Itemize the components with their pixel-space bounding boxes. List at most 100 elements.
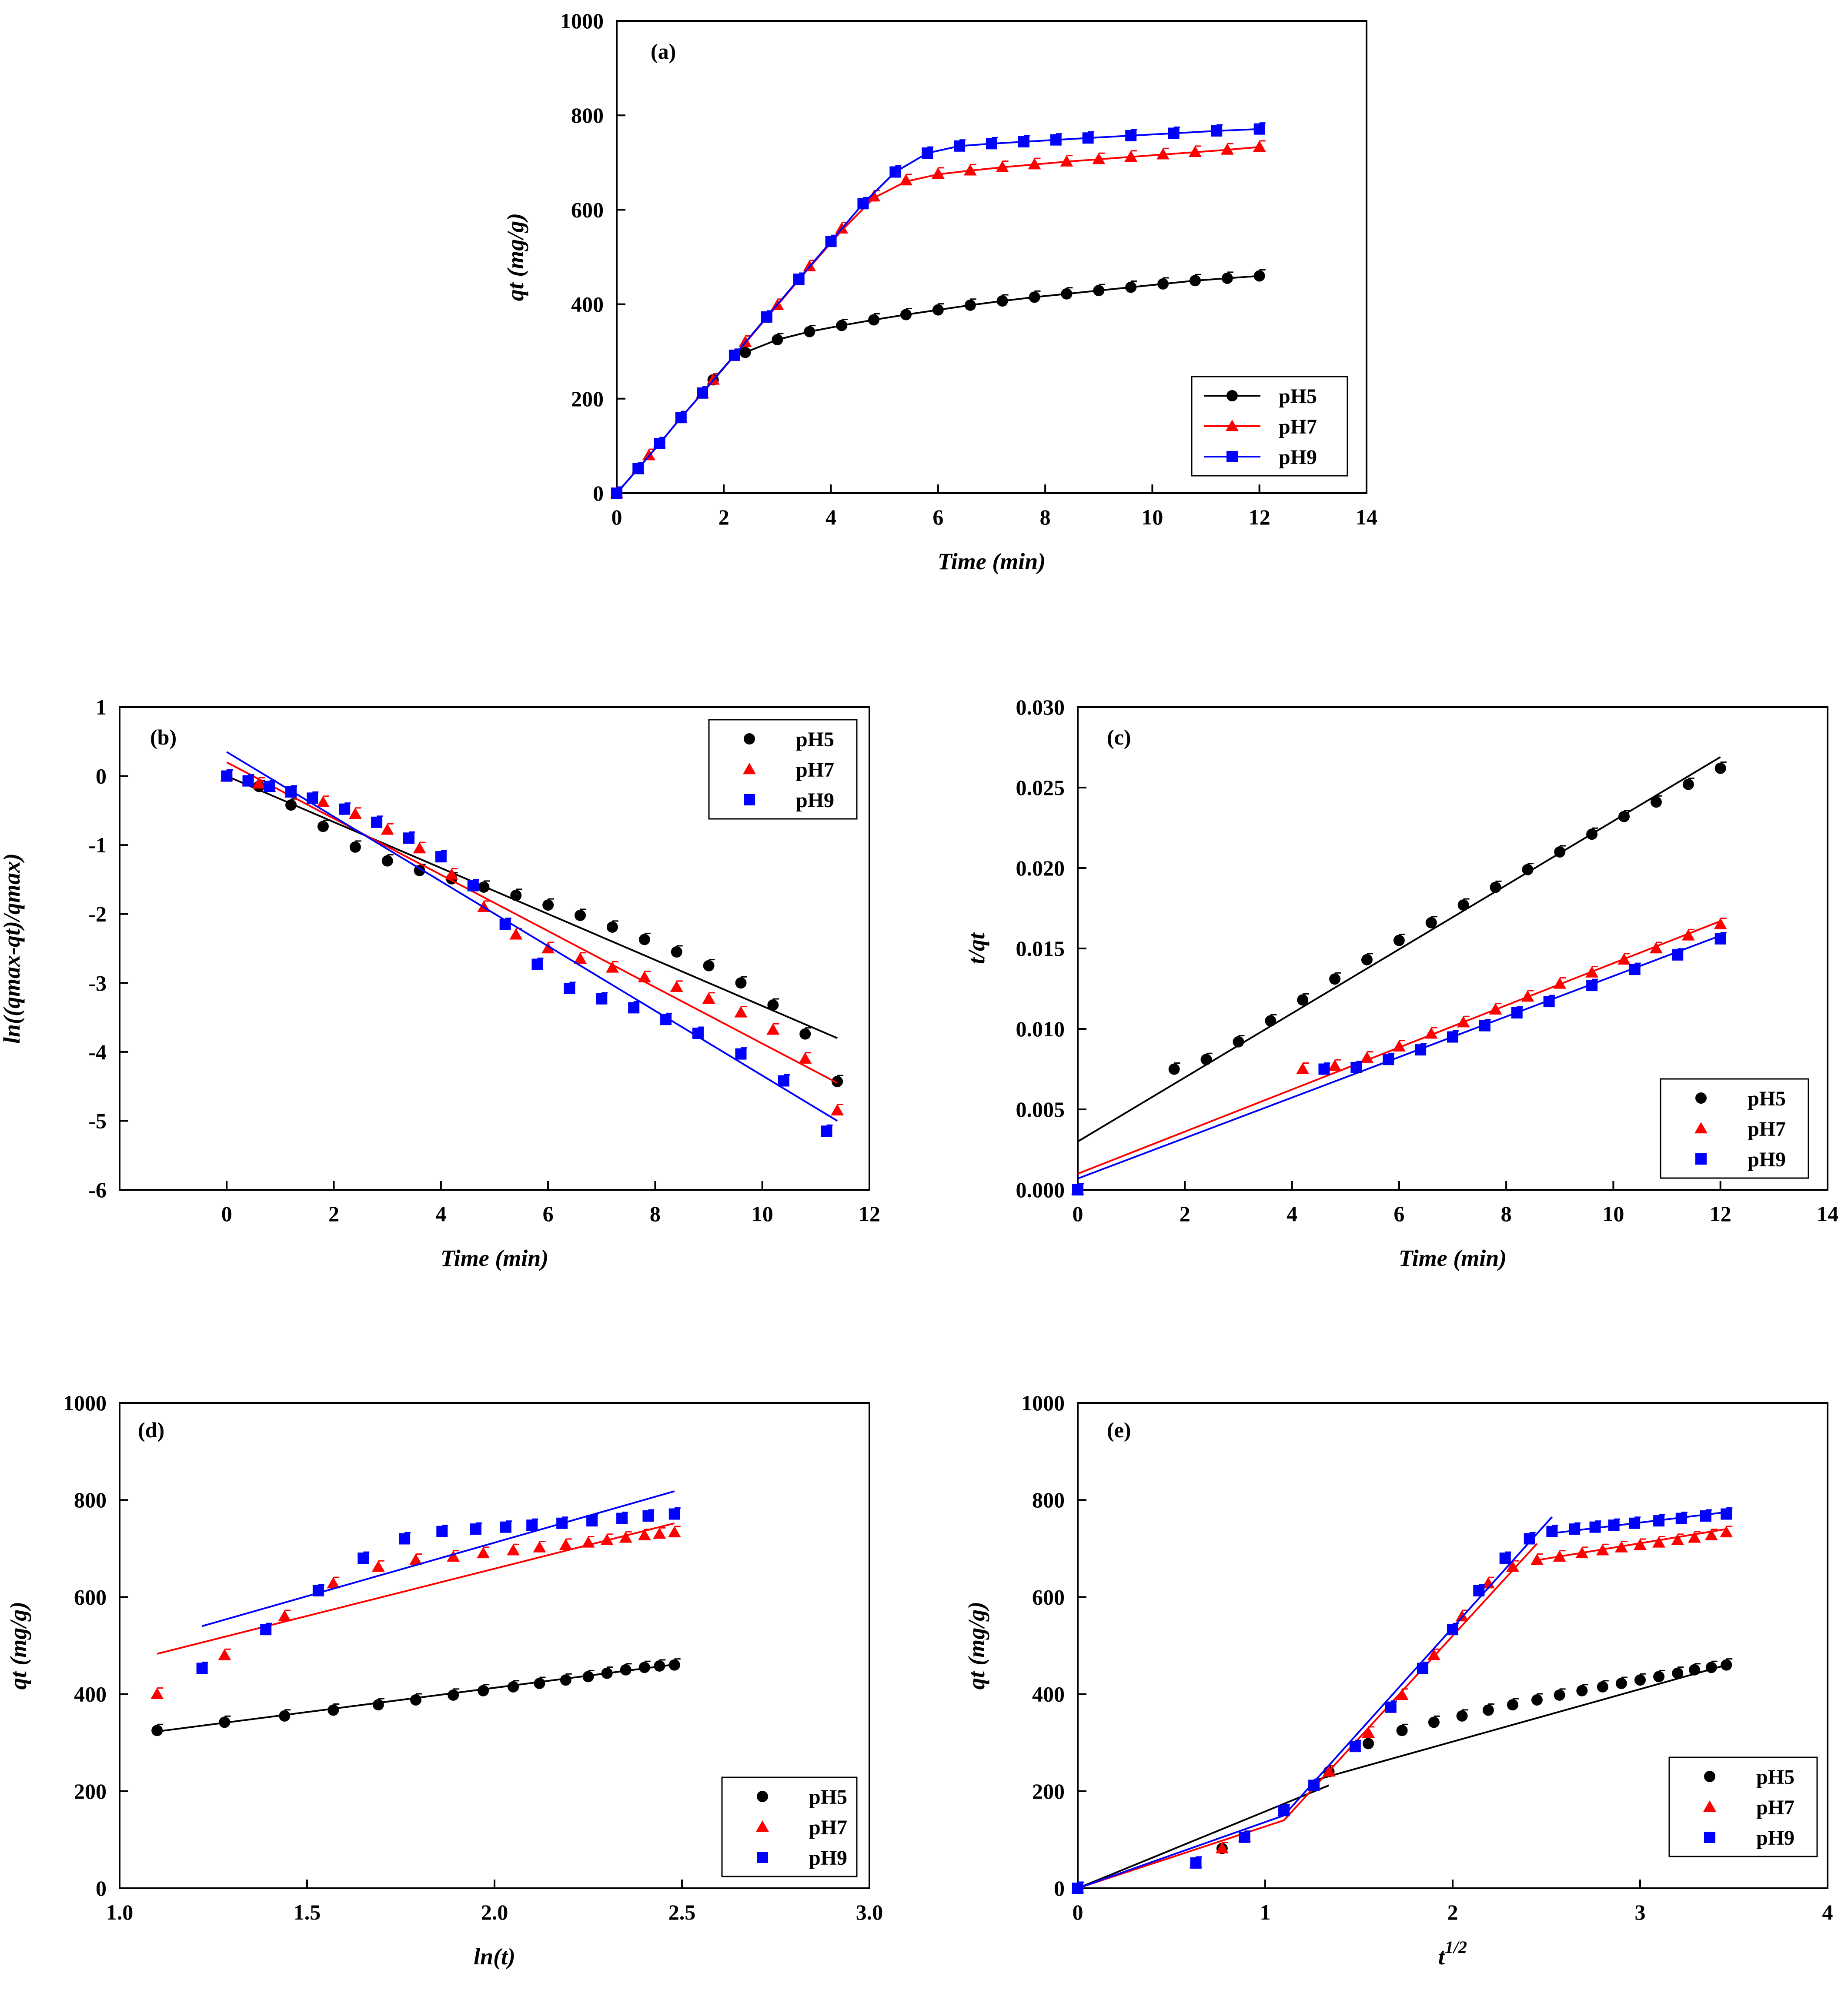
- panel-a-series-ph5-point: [1253, 270, 1265, 282]
- panel-d-legend-ph5-label: pH5: [809, 1786, 847, 1809]
- panel-c-series-ph7-point: [1681, 929, 1695, 941]
- panel-e-series-ph5-point: [1554, 1689, 1565, 1701]
- panel-b-xtick-label: 6: [543, 1202, 554, 1226]
- panel-b-series-ph5-point: [575, 909, 586, 921]
- panel-a-series-ph5-point: [772, 334, 783, 346]
- panel-d-ylabel: qt (mg/g): [5, 1602, 31, 1689]
- panel-e-series-ph9-point: [1278, 1805, 1290, 1816]
- panel-b-series-ph9-point: [499, 918, 511, 930]
- panel-e-series-ph7-point: [1455, 1610, 1469, 1622]
- panel-d-series-ph5-point: [668, 1659, 680, 1671]
- panel-e-series-ph5-point: [1396, 1725, 1408, 1736]
- panel-d-series-ph7-point: [278, 1610, 291, 1622]
- panel-a-series-ph9-point: [954, 140, 966, 152]
- panel-c-series-ph5-point: [1457, 899, 1469, 911]
- panel-c-series-ph7-point: [1392, 1040, 1406, 1052]
- panel-a-ytick-label: 400: [571, 292, 604, 317]
- panel-d-legend-ph5-marker: [757, 1791, 768, 1802]
- panel-e-series-ph5-point: [1705, 1662, 1717, 1673]
- panel-b-series-ph7-point: [638, 971, 651, 982]
- panel-a-series-ph7-point: [963, 164, 977, 176]
- panel-b-xtick-label: 12: [859, 1202, 880, 1226]
- panel-b-series-ph9-point: [692, 1028, 704, 1039]
- panel-a-xtick-label: 14: [1356, 505, 1377, 529]
- panel-c-series-ph5-point: [1393, 935, 1405, 946]
- panel-a-series-ph7-point: [1124, 150, 1138, 162]
- panel-e-series-ph5-point: [1456, 1710, 1468, 1722]
- panel-a-series-ph5-point: [900, 309, 912, 321]
- panel-c-series-ph9-point: [1383, 1054, 1394, 1065]
- panel-d-series-ph9-point: [470, 1523, 481, 1535]
- panel-e-series-ph9-point: [1608, 1519, 1620, 1531]
- panel-a-series-ph7-point: [1253, 140, 1266, 152]
- panel-a-series-ph7-point: [996, 160, 1009, 172]
- panel-e-series-ph9-point: [1546, 1526, 1558, 1537]
- panel-e-xtick-label: 1: [1260, 1900, 1271, 1924]
- panel-e-series-ph5-point: [1672, 1667, 1684, 1679]
- panel-d-series-ph7-point: [447, 1550, 460, 1562]
- panel-c-label: (c): [1107, 725, 1131, 749]
- panel-a-series-ph9-point: [761, 311, 772, 323]
- panel-a-series-ph9-point: [1082, 132, 1094, 144]
- panel-d-series-ph9-point: [436, 1526, 448, 1537]
- panel-e-series-ph5-point: [1615, 1678, 1627, 1689]
- panel-e-series-ph5-point: [1531, 1694, 1543, 1706]
- panel-a-series-ph7-point: [867, 190, 881, 202]
- panel-b-series-ph5-point: [703, 960, 715, 972]
- panel-c-series-ph7-point: [1489, 1003, 1502, 1015]
- panel-c-series-ph5-point: [1233, 1036, 1244, 1048]
- panel-c-series-ph5-point: [1200, 1054, 1212, 1065]
- panel-c-series-ph9-point: [1672, 949, 1684, 961]
- panel-a-series-ph5-point: [836, 320, 848, 331]
- panel-d-series-ph7-point: [638, 1529, 651, 1540]
- panel-c-series-ph7-point: [1649, 942, 1663, 954]
- panel-a-series-ph9-point: [729, 349, 740, 361]
- panel-e-series-ph5-point: [1428, 1716, 1440, 1728]
- panel-e-series-ph9-point: [1385, 1701, 1397, 1713]
- panel-b-legend-ph7-marker: [743, 763, 756, 775]
- panel-c-ytick-label: 0.010: [1016, 1017, 1065, 1041]
- panel-a-series-ph7-point: [1028, 158, 1041, 170]
- panel-a-series-ph5-point: [1157, 278, 1169, 290]
- panel-e-series-ph7-point: [1720, 1526, 1733, 1538]
- panel-a-series-ph9-point: [654, 437, 665, 449]
- panel-c-series-ph5-point: [1297, 994, 1309, 1006]
- panel-e-xlabel-superscript: 1/2: [1445, 1937, 1467, 1957]
- panel-e-series-ph7-point: [1427, 1649, 1440, 1660]
- panel-b-series-ph9-point: [242, 775, 254, 787]
- panel-e-series-ph9-point: [1721, 1508, 1732, 1520]
- panel-c-series-ph5-point: [1425, 917, 1437, 928]
- panel-e-xtick-label: 3: [1635, 1900, 1646, 1924]
- panel-e-series-ph5-point: [1363, 1738, 1374, 1750]
- panel-c-series-ph5-point: [1554, 846, 1566, 858]
- panel-d-ytick-label: 1000: [63, 1391, 107, 1415]
- panel-a-series-ph7-point: [1156, 148, 1170, 160]
- panel-c-xtick-label: 0: [1073, 1202, 1083, 1226]
- panel-b-series-ph7-point: [509, 928, 523, 940]
- panel-a-xtick-label: 12: [1249, 505, 1270, 529]
- panel-c-xtick-label: 14: [1817, 1202, 1838, 1226]
- panel-a-series-ph5-point: [1221, 272, 1233, 284]
- panel-c-series-ph9-point: [1629, 964, 1641, 975]
- panel-e-series-ph7-point: [1506, 1560, 1519, 1572]
- panel-b-series-ph9-point: [221, 770, 233, 782]
- panel-c-legend-ph9-marker: [1695, 1153, 1707, 1165]
- panel-c-ytick-label: 0.000: [1016, 1178, 1065, 1202]
- panel-e-series-ph9-fit-line: [1077, 1814, 1284, 1889]
- panel-a-series-ph9-point: [611, 487, 622, 499]
- panel-b-series-ph9-point: [371, 816, 383, 828]
- panel-d-series-ph7-point: [581, 1536, 595, 1548]
- panel-a-xtick-label: 8: [1040, 505, 1051, 529]
- panel-d-series-ph5-point: [279, 1710, 291, 1722]
- panel-b-series-ph7-point: [348, 807, 362, 819]
- panel-e-series-ph5-point: [1507, 1699, 1518, 1711]
- panel-e-series-ph7-point: [1322, 1765, 1336, 1777]
- panel-d-series-ph5-point: [219, 1716, 231, 1728]
- panel-a-ytick-label: 200: [571, 387, 604, 411]
- panel-e-series-ph7-point: [1215, 1842, 1229, 1853]
- panel-c-series-ph7-point: [1585, 966, 1599, 978]
- panel-e-ytick-label: 800: [1032, 1488, 1065, 1512]
- panel-c-series-ph9-fit-line: [1077, 935, 1721, 1179]
- panel-d-series-ph9-point: [642, 1510, 654, 1522]
- panel-d-series-ph9-point: [196, 1663, 208, 1674]
